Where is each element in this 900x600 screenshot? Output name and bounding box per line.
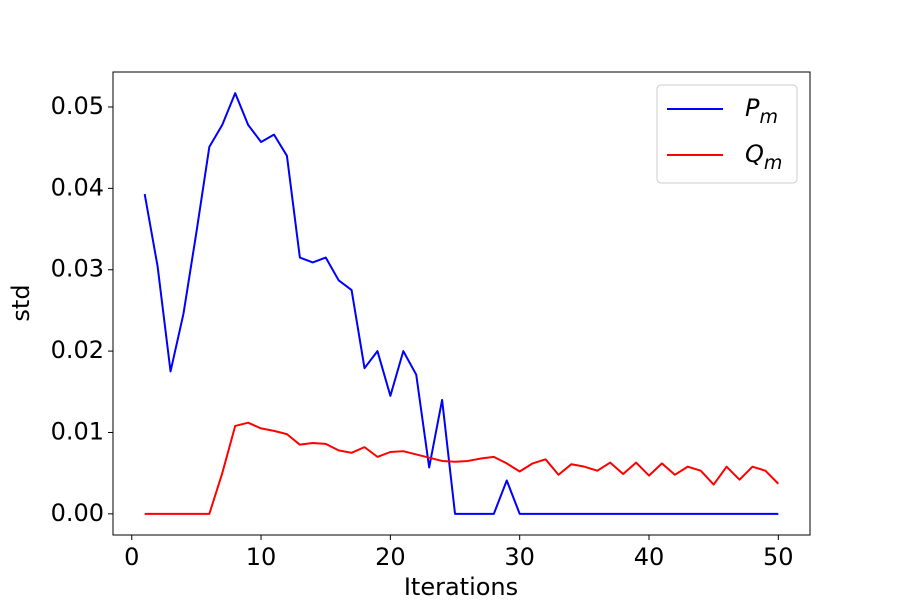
x-tick-label: 20: [375, 543, 406, 571]
y-tick-label: 0.03: [51, 255, 104, 283]
y-axis-label: std: [7, 284, 35, 321]
legend-label: Qm: [745, 140, 782, 174]
data-line: [143, 92, 779, 515]
data-line: [144, 421, 780, 515]
x-tick-label: 40: [634, 543, 665, 571]
x-tick-label: 0: [124, 543, 139, 571]
y-tick-label: 0.01: [51, 417, 104, 445]
y-tick-label: 0.02: [51, 336, 104, 364]
x-tick-label: 10: [246, 543, 277, 571]
plot-frame: [112, 71, 811, 536]
y-tick-label: 0.05: [51, 92, 104, 120]
y-tick-label: 0.04: [51, 173, 104, 201]
x-tick-label: 50: [763, 543, 794, 571]
legend-label: Pm: [745, 94, 778, 128]
y-tick-label: 0.00: [51, 499, 104, 527]
x-axis-label: Iterations: [404, 573, 518, 600]
x-tick-label: 30: [504, 543, 535, 571]
